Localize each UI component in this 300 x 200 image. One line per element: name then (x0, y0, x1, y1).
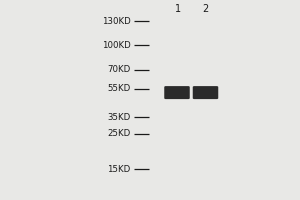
Text: 1: 1 (176, 4, 182, 14)
Text: 130KD: 130KD (102, 17, 130, 25)
FancyBboxPatch shape (164, 86, 190, 99)
Text: 100KD: 100KD (102, 40, 130, 49)
Text: 55KD: 55KD (107, 84, 130, 93)
FancyBboxPatch shape (193, 86, 218, 99)
Text: 2: 2 (202, 4, 208, 14)
Text: 15KD: 15KD (107, 164, 130, 173)
Text: 35KD: 35KD (107, 112, 130, 121)
Text: 70KD: 70KD (107, 66, 130, 74)
Text: 25KD: 25KD (107, 130, 130, 138)
